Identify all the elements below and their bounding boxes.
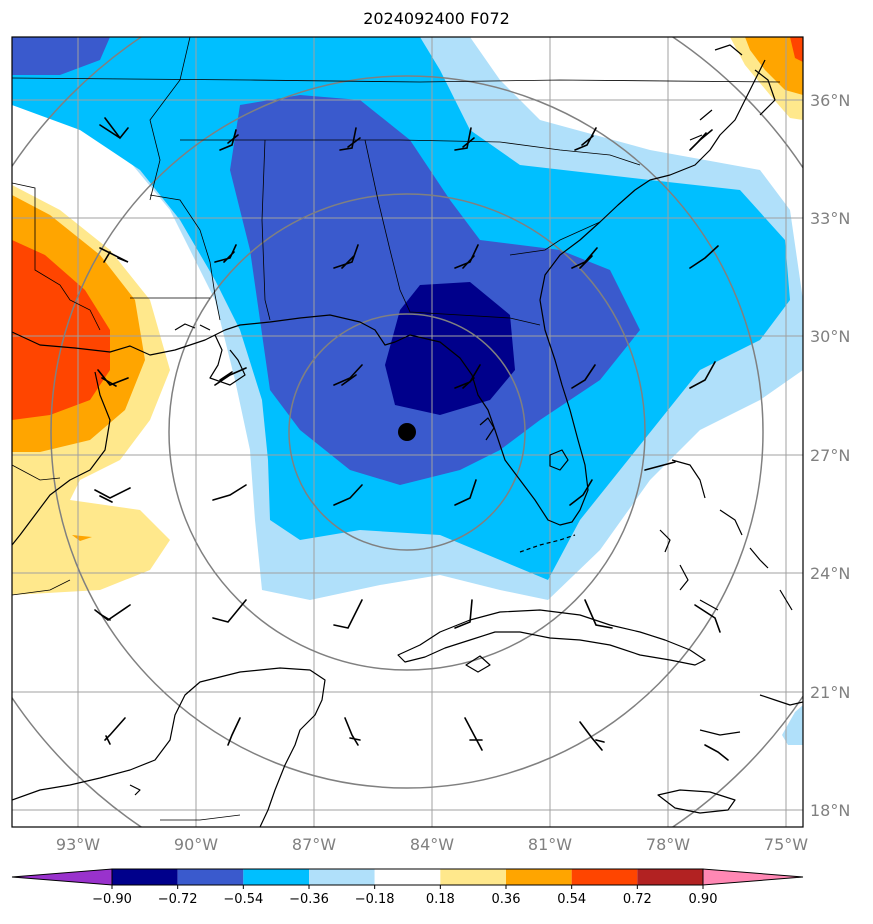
colorbar-tick-label: −0.72 bbox=[158, 892, 198, 907]
wind-barb-icon bbox=[99, 117, 129, 140]
filled-contours bbox=[12, 37, 803, 745]
colorbar-tick-label: −0.90 bbox=[92, 892, 132, 907]
colorbar-outline bbox=[111, 868, 704, 886]
colorbar-tick-label: 0.90 bbox=[689, 892, 718, 907]
colorbar: −0.90 −0.72 −0.54 −0.36 −0.18 0.18 0.36 0.54 0.7… bbox=[11, 868, 804, 907]
colorbar-tick-label: 0.54 bbox=[557, 892, 586, 907]
lat-label: 27°N bbox=[810, 446, 850, 465]
map-frame bbox=[11, 36, 804, 828]
colorbar-segment bbox=[374, 869, 441, 885]
colorbar-tick-label: 0.18 bbox=[426, 892, 455, 907]
colorbar-segment bbox=[506, 869, 572, 885]
wind-barb-icon bbox=[333, 244, 359, 269]
wind-barb-icon bbox=[644, 461, 676, 471]
lat-label: 30°N bbox=[810, 327, 850, 346]
wind-barb-icon bbox=[344, 717, 361, 746]
colorbar-tick-label: −0.36 bbox=[289, 892, 329, 907]
wind-barb-icon bbox=[454, 599, 473, 629]
lat-label: 21°N bbox=[810, 683, 850, 702]
wind-barb-icon bbox=[333, 364, 363, 386]
wind-barb-icon bbox=[454, 364, 481, 389]
wind-barb-icon bbox=[212, 484, 247, 501]
wind-barb-icon bbox=[97, 369, 129, 387]
contour-fill-se-light-blue bbox=[782, 705, 803, 745]
wind-barb-icon bbox=[689, 245, 719, 269]
lon-label: 90°W bbox=[174, 835, 218, 854]
wind-barb-icon bbox=[214, 367, 247, 386]
contour-fill-ne-red bbox=[790, 37, 803, 62]
wind-barb-icon bbox=[454, 127, 475, 151]
latitude-labels: 36°N 33°N 30°N 27°N 24°N 21°N 18°N bbox=[810, 91, 850, 820]
lon-label: 78°W bbox=[646, 835, 690, 854]
lat-label: 36°N bbox=[810, 91, 850, 110]
wind-barb-icon bbox=[339, 127, 361, 151]
longitude-labels: 93°W 90°W 87°W 84°W 81°W 78°W 75°W bbox=[56, 835, 808, 854]
colorbar-segment bbox=[637, 869, 703, 885]
colorbar-segment bbox=[177, 869, 244, 885]
colorbar-extend-min bbox=[11, 868, 113, 886]
state-borders bbox=[12, 37, 781, 821]
wind-barb-icon bbox=[571, 364, 596, 389]
lat-label: 33°N bbox=[810, 209, 850, 228]
lon-label: 75°W bbox=[764, 835, 808, 854]
wind-barb-icon bbox=[219, 129, 239, 151]
storm-center-icon bbox=[398, 423, 416, 441]
contour-fill-ne-orange bbox=[745, 37, 803, 95]
wind-barb-icon bbox=[704, 744, 729, 761]
colorbar-extend-max bbox=[702, 868, 804, 886]
wind-barb-icon bbox=[694, 604, 721, 633]
wind-barb-icon bbox=[333, 484, 363, 506]
lat-label: 18°N bbox=[810, 801, 850, 820]
wind-barb-icon bbox=[689, 129, 713, 151]
wind-barb-icon bbox=[227, 717, 241, 746]
colorbar-segment bbox=[440, 869, 506, 885]
wind-barb-icon bbox=[94, 604, 131, 621]
colorbar-tick-label: −0.18 bbox=[355, 892, 395, 907]
lon-label: 84°W bbox=[410, 835, 454, 854]
lon-label: 81°W bbox=[528, 835, 572, 854]
wind-barb-icon bbox=[584, 599, 613, 629]
contour-fill-navy bbox=[385, 282, 515, 415]
coastlines bbox=[12, 44, 803, 827]
wind-barb-icon bbox=[333, 599, 363, 629]
wind-barb-icon bbox=[94, 487, 131, 503]
wind-barb-icon bbox=[212, 599, 247, 623]
wind-barb-icon bbox=[574, 127, 597, 151]
colorbar-tick-label: 0.36 bbox=[492, 892, 521, 907]
wind-barb-icon bbox=[569, 479, 593, 506]
wind-barb-icon bbox=[689, 361, 716, 389]
contour-fill-orange-spot bbox=[72, 535, 92, 541]
graticule bbox=[12, 37, 803, 827]
contour-fill-red-orange bbox=[12, 240, 110, 420]
colorbar-tick-label: 0.72 bbox=[623, 892, 652, 907]
lon-label: 87°W bbox=[292, 835, 336, 854]
wind-barb-icon bbox=[571, 247, 598, 269]
lat-label: 24°N bbox=[810, 564, 850, 583]
wind-barb-icon bbox=[579, 721, 605, 751]
map-title: 2024092400 F072 bbox=[363, 9, 510, 28]
colorbar-segment bbox=[571, 869, 638, 885]
colorbar-segment bbox=[309, 869, 375, 885]
colorbar-segment bbox=[243, 869, 309, 885]
wind-barb-icon bbox=[214, 244, 237, 263]
colorbar-segment bbox=[112, 869, 178, 885]
wind-barb-icon bbox=[454, 479, 477, 506]
wind-barb-icon bbox=[454, 244, 479, 269]
colorbar-tick-label: −0.54 bbox=[223, 892, 263, 907]
lon-label: 93°W bbox=[56, 835, 100, 854]
wind-barb-icon bbox=[104, 717, 126, 745]
wind-barbs bbox=[94, 117, 729, 761]
wind-barb-icon bbox=[99, 247, 129, 263]
wind-barb-icon bbox=[464, 717, 483, 751]
